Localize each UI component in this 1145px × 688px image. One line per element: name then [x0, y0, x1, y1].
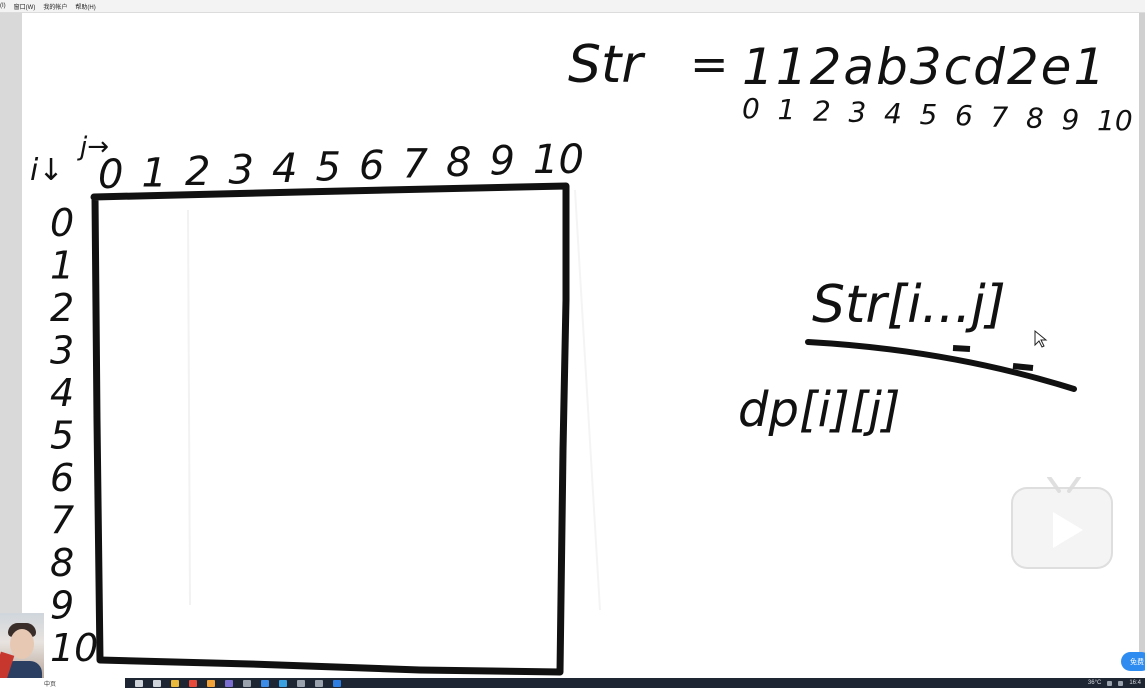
user-icon[interactable] [333, 679, 341, 687]
faint-guide-line [187, 209, 191, 606]
taskbar-app-icons [135, 679, 341, 687]
str-index-label: 2 [813, 94, 831, 127]
str-index-label: 1 [778, 93, 796, 126]
row-index-label: 7 [50, 499, 74, 543]
tv-antenna-icon [1047, 477, 1081, 493]
row-index-label: 3 [50, 329, 74, 373]
chrome-icon[interactable] [189, 679, 197, 687]
volume-icon[interactable] [1118, 680, 1124, 686]
column-index-label: 7 [403, 142, 429, 188]
substring-underline [805, 339, 1077, 392]
column-index-label: 8 [446, 140, 471, 186]
app-icon[interactable] [315, 679, 323, 687]
menu-item-window[interactable]: 窗口(W) [13, 4, 36, 11]
free-badge[interactable]: 免费 [1121, 652, 1145, 671]
taskbar-search-text: 中页 [44, 681, 57, 688]
column-index-label: 5 [316, 145, 341, 191]
column-index-label: 9 [490, 139, 515, 185]
j-marker [1012, 363, 1034, 371]
str-index-label: 7 [991, 100, 1009, 133]
dp-table-outline [90, 182, 570, 676]
equals-sign: = [690, 37, 729, 91]
str-index-label: 3 [849, 96, 867, 129]
app-icon[interactable] [243, 679, 251, 687]
str-index-label: 5 [920, 98, 938, 131]
cursor-icon [1034, 329, 1048, 348]
column-index-label: 3 [229, 148, 254, 194]
column-index-row: 0 1 2 3 4 5 6 7 8 9 10 [98, 137, 584, 198]
system-tray: 36°C 16:4 [1088, 680, 1145, 686]
menu-bar: (I) 窗口(W) 我的帐户 帮助(H) [0, 0, 1145, 13]
task-view-icon[interactable] [153, 679, 161, 687]
temperature-text: 36°C [1087, 680, 1102, 686]
row-index-label: 5 [50, 414, 74, 458]
str-index-label: 4 [884, 97, 902, 130]
right-gutter [1139, 13, 1145, 663]
network-icon[interactable] [1107, 680, 1113, 686]
str-index-label: 8 [1026, 102, 1044, 135]
str-index-label: 10 [1097, 104, 1133, 137]
i-axis-label: i↓ [30, 153, 63, 188]
dp-label: dp[i][j] [738, 382, 901, 438]
row-index-label: 10 [50, 626, 98, 670]
left-gutter [0, 13, 22, 613]
play-button[interactable] [1011, 477, 1113, 569]
row-index-label: 4 [50, 371, 74, 415]
app-icon[interactable] [279, 679, 287, 687]
row-index-label: 8 [50, 541, 74, 585]
str-index-label: 0 [742, 92, 760, 125]
faint-guide-line [574, 189, 601, 611]
column-index-label: 6 [359, 143, 384, 189]
row-index-label: 9 [50, 584, 74, 628]
store-icon[interactable] [261, 679, 269, 687]
column-index-label: 2 [185, 149, 210, 195]
clock-text[interactable]: 16:4 [1129, 680, 1141, 686]
column-index-label: 0 [98, 152, 123, 198]
whiteboard-canvas[interactable] [22, 13, 1139, 678]
column-index-label: 10 [533, 137, 584, 183]
str-index-label: 9 [1062, 103, 1080, 136]
i-marker [952, 345, 971, 352]
substring-label: Str[i...j] [812, 275, 1006, 335]
j-axis-label: j→ [77, 132, 109, 162]
folder-icon[interactable] [171, 679, 179, 687]
column-index-label: 4 [272, 146, 297, 192]
str-index-label: 6 [955, 99, 973, 132]
menu-item-account[interactable]: 我的帐户 [43, 4, 68, 11]
str-value: 112ab3cd2e1 [742, 38, 1107, 96]
row-index-label: 1 [50, 244, 74, 288]
taskbar: 中页 36°C 16:4 [0, 678, 1145, 688]
str-label: Str [568, 35, 646, 95]
play-icon [1053, 512, 1083, 548]
webcam-preview [0, 613, 44, 678]
str-index-row: 0 1 2 3 4 5 6 7 8 9 10 [742, 92, 1133, 137]
menu-item-help[interactable]: 帮助(H) [75, 4, 96, 11]
menu-item-tools[interactable]: (I) [0, 3, 6, 9]
app-icon[interactable] [297, 679, 305, 687]
search-icon[interactable] [135, 679, 143, 687]
column-index-label: 1 [142, 151, 167, 197]
row-index-label: 6 [50, 456, 74, 500]
row-index-label: 0 [50, 201, 74, 245]
row-index-label: 2 [50, 286, 74, 330]
app-icon[interactable] [225, 679, 233, 687]
taskbar-search-box[interactable]: 中页 [0, 678, 125, 688]
browser-icon[interactable] [207, 679, 215, 687]
